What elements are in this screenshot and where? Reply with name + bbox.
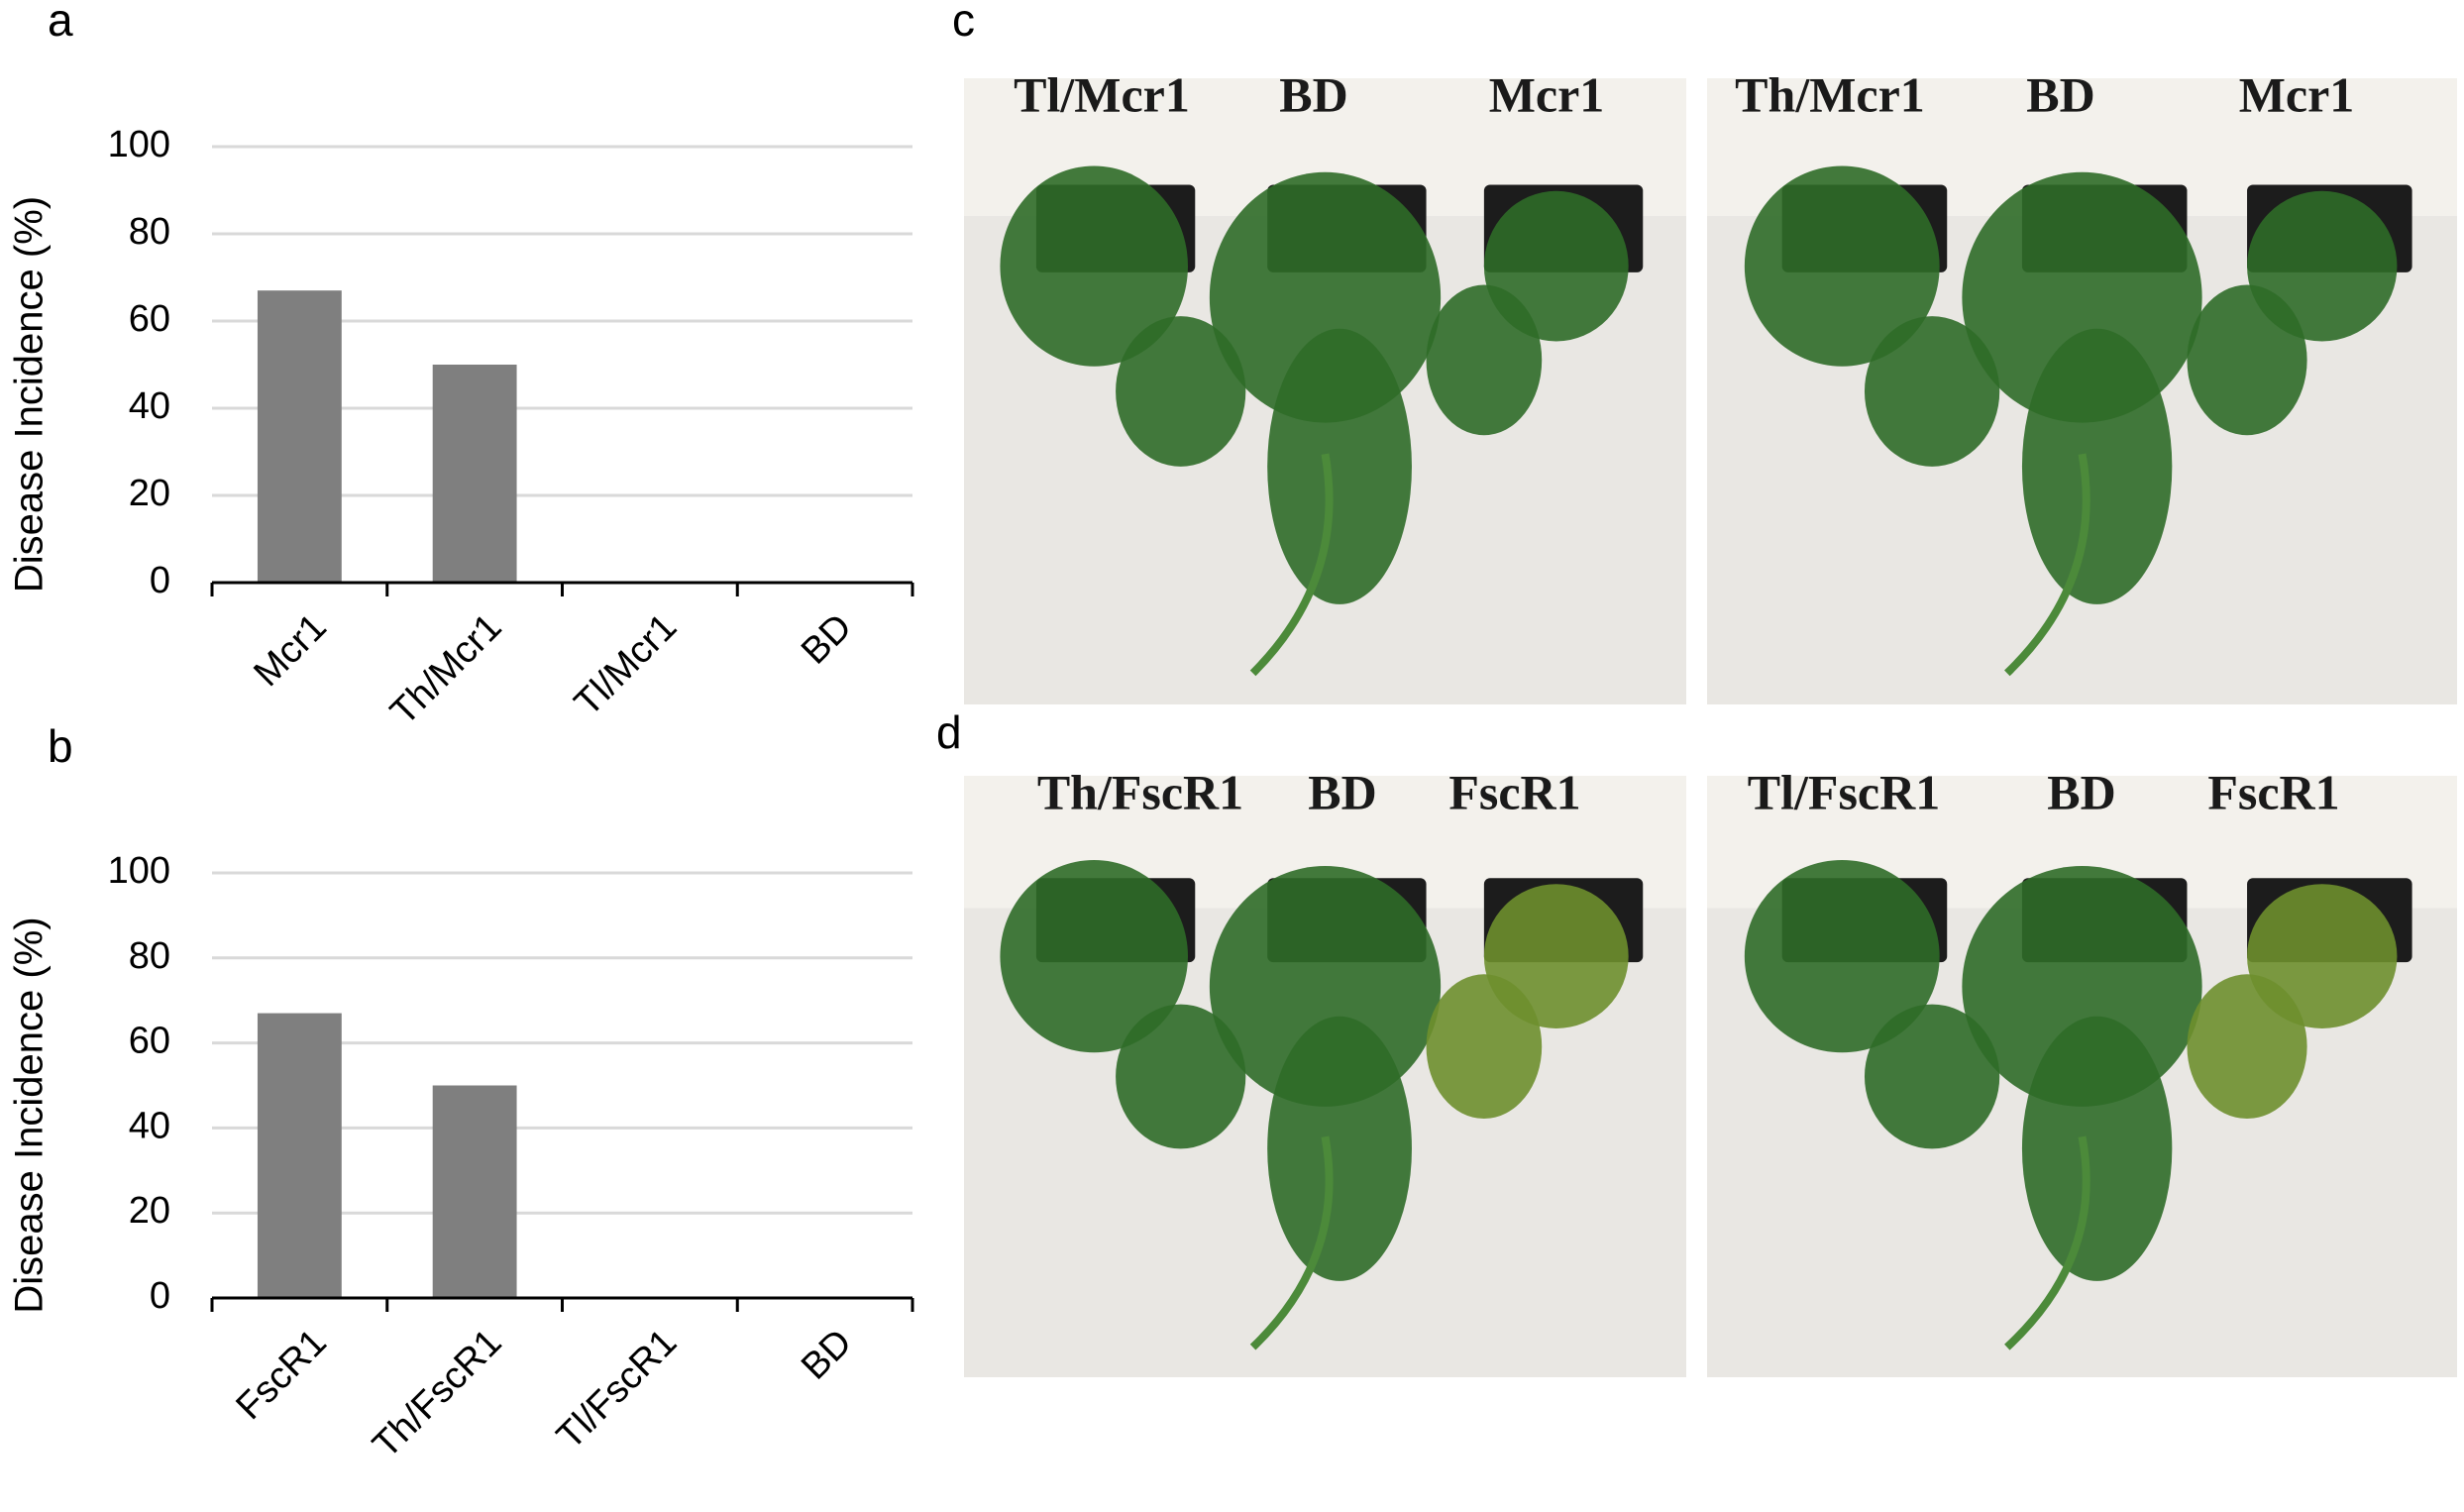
foliage <box>1744 859 1940 1053</box>
photo-label: Tl/Mcr1 <box>1014 66 1190 122</box>
bar <box>432 365 517 583</box>
x-tick-label: Th/Mcr1 <box>382 606 509 733</box>
foliage <box>1000 165 1188 367</box>
y-tick-label: 20 <box>129 1190 170 1232</box>
photo-label: BD <box>1279 66 1347 122</box>
vine <box>1249 453 1334 677</box>
photo <box>964 78 1686 704</box>
photo-label: BD <box>1308 764 1376 819</box>
panel-label: d <box>936 706 962 758</box>
y-tick-label: 40 <box>129 385 170 427</box>
y-tick-label: 80 <box>129 211 170 253</box>
y-tick-label: 0 <box>150 1275 170 1317</box>
foliage <box>1267 1016 1412 1281</box>
x-tick-label: Mcr1 <box>246 606 334 695</box>
y-tick-label: 0 <box>150 560 170 601</box>
photo <box>1707 78 2457 704</box>
bar <box>257 1013 342 1298</box>
panel-label: b <box>48 720 73 772</box>
y-tick-label: 60 <box>129 1021 170 1062</box>
foliage <box>1426 974 1543 1119</box>
photo-label: Mcr1 <box>1489 66 1605 122</box>
y-tick-label: 40 <box>129 1105 170 1146</box>
photo-label: Mcr1 <box>2239 66 2355 122</box>
photo-label: FscR1 <box>1448 764 1580 819</box>
y-tick-label: 60 <box>129 298 170 340</box>
y-axis-label: Disease Incidence (%) <box>8 196 52 593</box>
foliage <box>2021 328 2173 604</box>
foliage <box>1426 284 1543 436</box>
photo-label: Tl/FscR1 <box>1748 764 1940 819</box>
x-tick-label: BD <box>794 1322 860 1388</box>
photo <box>964 776 1686 1377</box>
photo-label: Th/FscR1 <box>1037 764 1243 819</box>
foliage <box>1267 328 1412 604</box>
foliage <box>2021 1016 2173 1281</box>
y-tick-label: 20 <box>129 473 170 514</box>
y-tick-label: 80 <box>129 935 170 977</box>
photo-label: Th/Mcr1 <box>1735 66 1925 122</box>
foliage <box>1116 316 1246 467</box>
x-tick-label: Tl/FscR1 <box>549 1322 685 1458</box>
foliage <box>2187 284 2307 436</box>
y-axis-label: Disease Incidence (%) <box>8 917 52 1313</box>
x-tick-label: Tl/Mcr1 <box>567 606 685 724</box>
foliage <box>1864 316 2000 467</box>
bar <box>432 1085 517 1298</box>
photo-label: BD <box>2026 66 2094 122</box>
foliage <box>1000 859 1188 1053</box>
foliage <box>1744 165 1940 367</box>
bar <box>257 290 342 583</box>
x-tick-label: Th/FscR1 <box>365 1322 509 1466</box>
foliage <box>1864 1004 2000 1149</box>
x-tick-label: BD <box>794 606 860 673</box>
y-tick-label: 100 <box>108 850 170 892</box>
vine <box>2004 1135 2090 1350</box>
y-tick-label: 100 <box>108 124 170 165</box>
photo-label: BD <box>2047 764 2115 819</box>
vine <box>2004 453 2090 677</box>
foliage <box>1116 1004 1246 1149</box>
vine <box>1249 1135 1334 1350</box>
panel-label: a <box>48 0 73 46</box>
x-tick-label: FscR1 <box>228 1322 334 1428</box>
foliage <box>2187 974 2307 1119</box>
panel-label: c <box>952 0 975 46</box>
photo <box>1707 776 2457 1377</box>
photo-label: FscR1 <box>2207 764 2339 819</box>
